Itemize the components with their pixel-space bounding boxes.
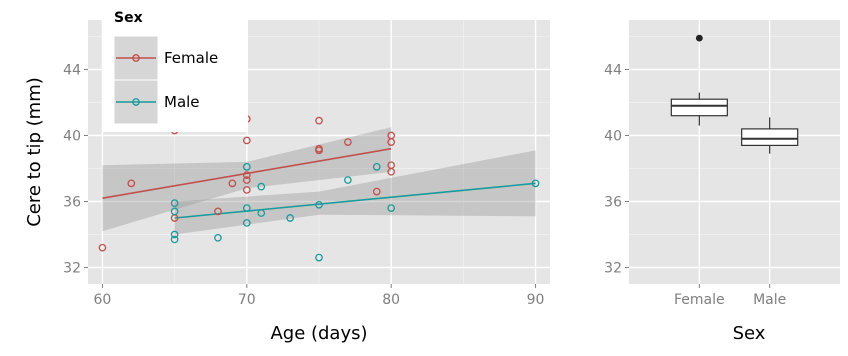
data-point-female (387, 138, 396, 146)
data-point-male (170, 235, 179, 244)
data-point-female (228, 179, 237, 188)
legend-label-male: Male (164, 93, 200, 111)
data-point-male (242, 163, 251, 171)
box-y-tick-label: 44 (604, 63, 622, 79)
x-tick-label: 60 (94, 292, 112, 308)
data-point-male (170, 199, 179, 207)
box-x-axis-title: Sex (733, 323, 766, 344)
data-point-female (242, 186, 251, 194)
data-point-female (372, 187, 381, 196)
box-panel-background (629, 20, 840, 284)
y-tick-label: 36 (63, 195, 81, 211)
data-point-male (170, 207, 179, 216)
box-x-axis: Female Male (674, 284, 786, 308)
y-tick-label: 32 (63, 261, 81, 277)
data-point-female (344, 138, 352, 146)
scatter-fit-lines (102, 147, 536, 219)
data-point-male (387, 204, 396, 212)
y-tick-label: 44 (63, 63, 81, 79)
data-point-male (344, 176, 352, 184)
data-point-female (127, 179, 136, 188)
data-point-female (315, 116, 323, 125)
scatter-panel: 32 36 40 44 60 70 80 90 Age (days) Cere to tip… (24, 20, 550, 344)
scatter-y-axis: 32 36 40 44 (63, 63, 88, 277)
data-point-male (257, 182, 266, 191)
data-point-male (286, 214, 294, 222)
legend-background (103, 2, 248, 132)
legend-key-point-female (132, 54, 140, 62)
data-point-male (257, 209, 266, 217)
data-point-female (315, 146, 323, 155)
legend-title: Sex (114, 10, 143, 26)
legend-label-female: Female (164, 49, 218, 67)
legend: Sex Female Male (103, 2, 248, 132)
box-y-tick-label: 40 (604, 129, 622, 145)
legend-entries: Female Male (113, 35, 218, 125)
data-point-female (242, 136, 251, 145)
box-panel: 32 36 40 44 Female Male Sex (604, 20, 840, 344)
data-point-male (315, 253, 323, 262)
data-point-male (242, 219, 251, 227)
data-point-male (531, 179, 540, 188)
data-point-female (98, 243, 107, 252)
x-tick-label: 80 (382, 292, 400, 308)
fit-line-male (174, 182, 536, 219)
scatter-x-axis-title: Age (days) (270, 323, 367, 344)
box-outlier-female (695, 34, 703, 42)
box-iqr-male (741, 128, 799, 146)
data-point-male (170, 230, 179, 239)
scatter-points (98, 115, 540, 262)
data-point-female (387, 167, 396, 176)
y-tick-label: 40 (63, 129, 81, 145)
box-marks (670, 34, 799, 154)
box-x-tick-label: Female (674, 292, 725, 308)
scatter-y-axis-title: Cere to tip (mm) (24, 77, 45, 227)
data-point-female (242, 176, 251, 184)
data-point-female (242, 171, 251, 179)
box-y-tick-label: 36 (604, 195, 622, 211)
data-point-female (214, 207, 222, 216)
x-tick-label: 70 (238, 292, 256, 308)
box-x-tick-label: Male (753, 292, 786, 308)
fit-line-female (102, 147, 392, 199)
data-point-male (242, 204, 251, 212)
box-y-tick-label: 32 (604, 261, 622, 277)
box-y-axis: 32 36 40 44 (604, 63, 629, 277)
data-point-male (372, 163, 381, 171)
scatter-x-axis: 60 70 80 90 (94, 284, 545, 308)
legend-key-point-male (132, 98, 140, 106)
box-iqr-female (670, 98, 728, 117)
data-point-male (214, 233, 222, 242)
data-point-male (315, 200, 323, 209)
x-tick-label: 90 (527, 292, 545, 308)
